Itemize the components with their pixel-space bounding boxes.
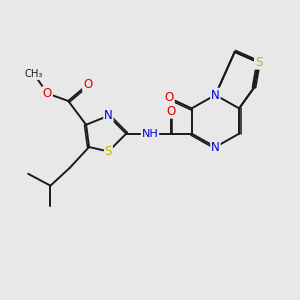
Text: N: N xyxy=(211,88,220,101)
Text: O: O xyxy=(83,78,92,91)
Text: S: S xyxy=(255,56,262,69)
Text: NH: NH xyxy=(142,129,158,139)
Text: O: O xyxy=(165,92,174,104)
Text: N: N xyxy=(104,109,113,122)
Text: S: S xyxy=(105,145,112,158)
Text: O: O xyxy=(43,87,52,100)
Text: N: N xyxy=(211,140,220,154)
Text: O: O xyxy=(166,105,176,118)
Text: CH₃: CH₃ xyxy=(25,69,43,79)
